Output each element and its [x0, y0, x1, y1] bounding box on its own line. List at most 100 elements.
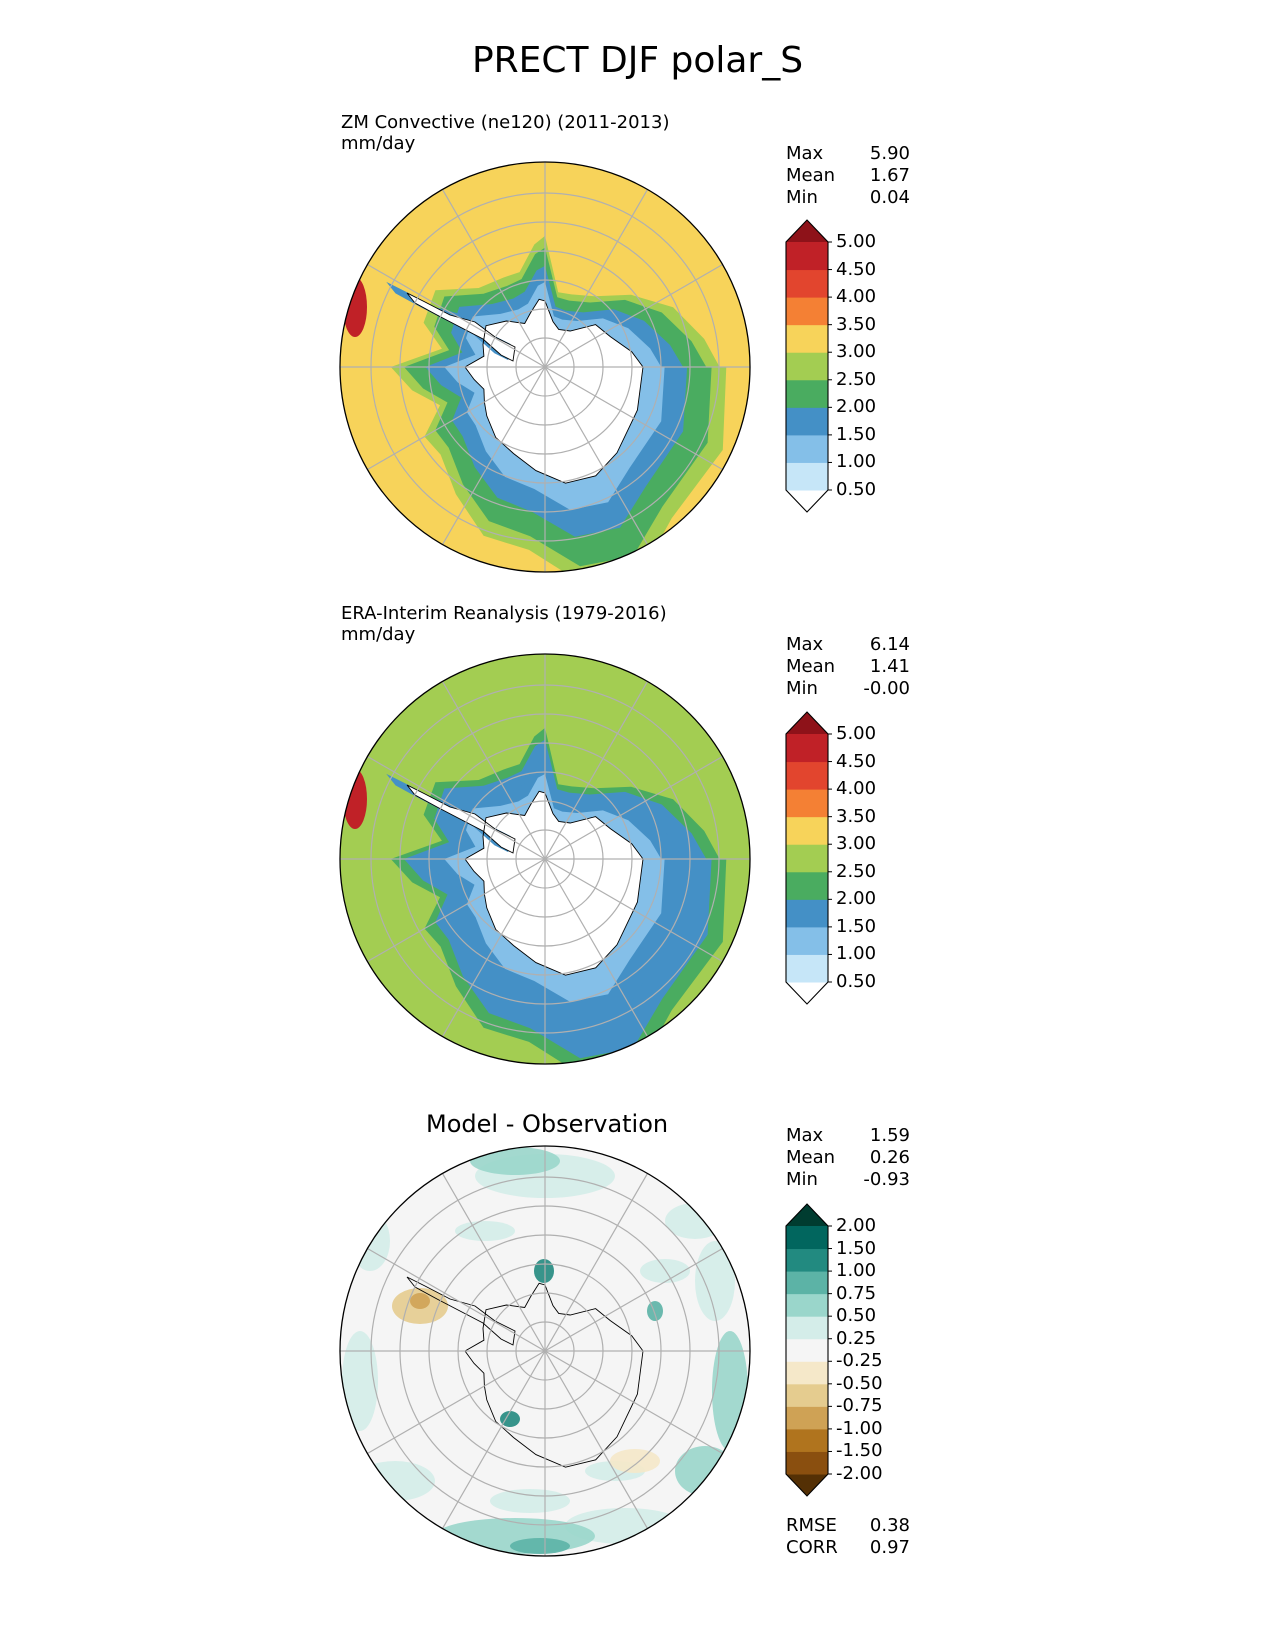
difference-blob: [355, 1461, 435, 1501]
difference-blob: [510, 1538, 570, 1554]
panel2-max-label: Max: [786, 634, 824, 655]
colorbar-tick-label: 1.50: [836, 915, 877, 937]
colorbar-segment: [786, 871, 828, 900]
colorbar-tick-label: 1.50: [836, 423, 877, 445]
panel1-mean-value: 1.67: [869, 165, 910, 186]
colorbar-tick-label: 4.50: [836, 258, 877, 280]
colorbar-tick-label: 3.50: [836, 313, 877, 335]
map-panel-3: [339, 1145, 751, 1557]
negative-difference-blob: [610, 1449, 660, 1473]
colorbar-tick-label: -1.00: [836, 1417, 883, 1439]
colorbar-tick-label: 3.00: [836, 833, 877, 855]
panel1-min-label: Min: [786, 187, 818, 208]
panel3-max-value: 1.59: [869, 1125, 910, 1146]
panel2-max-value: 6.14: [869, 634, 910, 655]
colorbar-segment: [786, 816, 828, 845]
corr-value: 0.97: [869, 1537, 910, 1558]
colorbar-tick-label: 2.50: [836, 368, 877, 390]
colorbar-segment: [786, 1383, 828, 1407]
panel2-title: ERA-Interim Reanalysis (1979-2016): [341, 603, 667, 624]
colorbar-segment: [786, 1316, 828, 1340]
colorbar-tick-label: 0.50: [836, 971, 877, 992]
meridian-line: [441, 681, 649, 1037]
colorbar-tick-label: -0.25: [836, 1350, 883, 1372]
colorbar-extend-top: [786, 712, 828, 734]
map-boundary: [339, 161, 751, 573]
colorbar-segment: [786, 379, 828, 408]
colorbar-tick-label: 1.00: [836, 451, 877, 473]
difference-blob: [342, 1331, 378, 1431]
panel1-units: mm/day: [341, 133, 416, 154]
colorbar-segment: [786, 462, 828, 491]
panel1-min-value: 0.04: [869, 187, 910, 208]
meridian-line: [441, 1173, 649, 1529]
difference-blob: [500, 1411, 520, 1427]
panel1-title: ZM Convective (ne120) (2011-2013): [341, 112, 670, 133]
colorbar-tick-label: 4.00: [836, 778, 877, 800]
colorbar-segment: [786, 352, 828, 381]
difference-blob: [470, 1147, 560, 1175]
colorbar-segment: [786, 297, 828, 326]
colorbar-segment: [786, 407, 828, 436]
panel3-max-label: Max: [786, 1125, 824, 1146]
peninsula-land: [407, 293, 515, 361]
difference-blob: [675, 1446, 735, 1496]
high-precip-spot: [343, 277, 367, 337]
panel2-min-value: -0.00: [863, 678, 910, 699]
colorbar-tick-label: 2.00: [836, 888, 877, 910]
panel1-mean-label: Mean: [786, 165, 836, 186]
panel3-mean-value: 0.26: [869, 1147, 910, 1168]
colorbar-extend-top: [786, 1204, 828, 1226]
colorbar-tick-label: -1.50: [836, 1440, 883, 1462]
colorbar-tick-label: 3.50: [836, 805, 877, 827]
panel2-min-label: Min: [786, 678, 818, 699]
colorbar-tick-label: 2.00: [836, 396, 877, 418]
colorbar-tick-label: 2.50: [836, 860, 877, 882]
difference-blob: [490, 1489, 570, 1513]
panel1-max-value: 5.90: [869, 143, 910, 164]
colorbar-2: [785, 711, 832, 1005]
antarctica-coastline: [464, 790, 644, 976]
colorbar-3: [785, 1203, 832, 1497]
panel2-mean-value: 1.41: [869, 656, 910, 677]
peninsula-land: [407, 785, 515, 853]
antarctica-coastline: [464, 298, 644, 484]
colorbar-segment: [786, 1338, 828, 1362]
colorbar-segment: [786, 1428, 828, 1452]
colorbar-tick-label: 1.50: [836, 1237, 877, 1259]
colorbar-tick-label: 0.25: [836, 1327, 877, 1349]
difference-blob: [640, 1259, 690, 1283]
difference-blob: [534, 1259, 554, 1283]
colorbar-extend-bottom: [786, 982, 828, 1004]
colorbar-segment: [786, 954, 828, 983]
colorbar-segment: [786, 789, 828, 818]
colorbar-tick-label: -0.75: [836, 1395, 883, 1417]
panel2-units: mm/day: [341, 624, 416, 645]
colorbar-segment: [786, 269, 828, 298]
colorbar-segment: [786, 1226, 828, 1250]
high-precip-spot: [343, 769, 367, 829]
colorbar-tick-label: -2.00: [836, 1463, 883, 1484]
colorbar-tick-label: 2.00: [836, 1215, 877, 1236]
difference-blob: [455, 1221, 515, 1241]
colorbar-segment: [786, 324, 828, 353]
difference-blob: [712, 1331, 748, 1451]
map-boundary: [339, 1145, 751, 1557]
colorbar-segment: [786, 434, 828, 463]
colorbar-extend-bottom: [786, 1474, 828, 1496]
colorbar-tick-label: 4.50: [836, 750, 877, 772]
meridian-line: [441, 189, 649, 545]
corr-label: CORR: [786, 1537, 838, 1558]
panel3-min-value: -0.93: [863, 1169, 910, 1190]
colorbar-extend-bottom: [786, 490, 828, 512]
difference-blob: [695, 1241, 735, 1321]
colorbar-tick-label: -0.50: [836, 1372, 883, 1394]
panel1-max-label: Max: [786, 143, 824, 164]
colorbar-tick-label: 0.75: [836, 1282, 877, 1304]
panel2-mean-label: Mean: [786, 656, 836, 677]
colorbar-segment: [786, 1248, 828, 1272]
colorbar-segment: [786, 1406, 828, 1430]
panel3-title: Model - Observation: [426, 1110, 669, 1138]
map-panel-1: [339, 161, 751, 573]
